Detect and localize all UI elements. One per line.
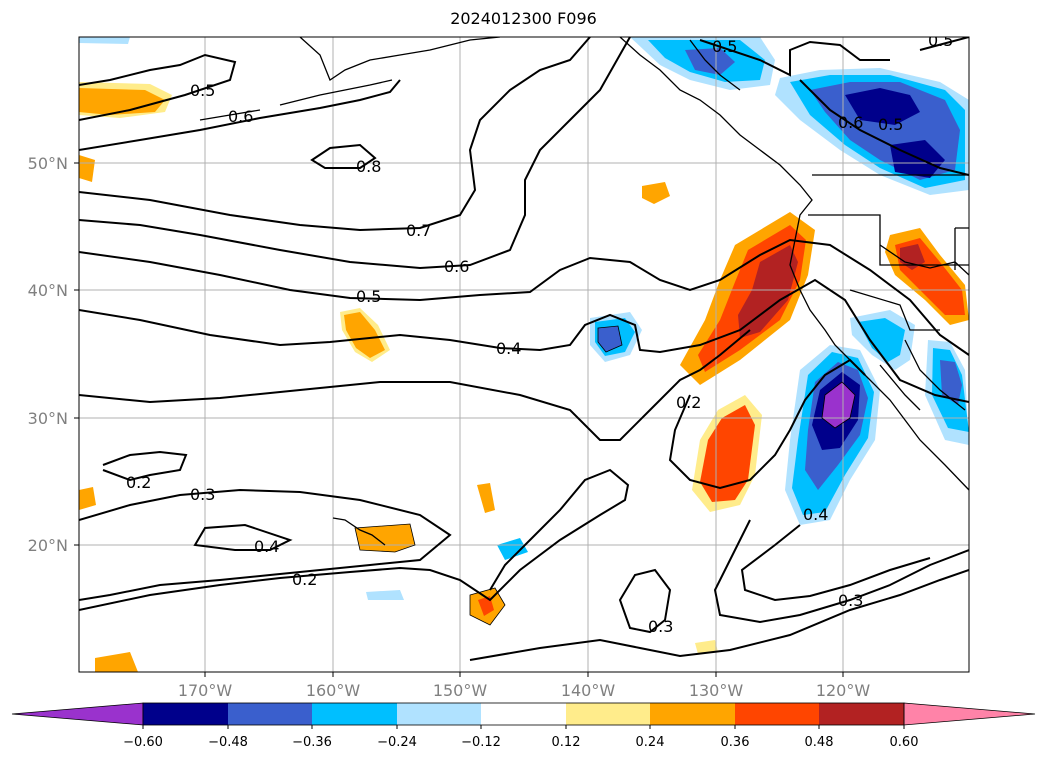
longitude-labels: 170°W 160°W 150°W 140°W 130°W 120°W <box>178 681 871 700</box>
contour-label: 0.5 <box>190 81 215 100</box>
contour-label: 0.3 <box>838 591 863 610</box>
shading-outlines <box>354 325 856 626</box>
colorbar: −0.60 −0.48 −0.36 −0.24 −0.12 0.12 0.24 … <box>11 702 1036 750</box>
latitude-label: 20°N <box>28 536 68 555</box>
contour-label: 0.6 <box>444 257 469 276</box>
positive-anomaly-shading <box>700 405 755 502</box>
colorbar-tick-label: −0.12 <box>461 735 501 750</box>
colorbar-tick-label: 0.24 <box>636 735 665 750</box>
colorbar-frame <box>142 702 905 726</box>
longitude-label: 140°W <box>561 681 616 700</box>
map-panel: 0.5 0.6 0.8 0.7 0.6 0.5 0.4 0.2 0.2 0.3 … <box>79 31 969 672</box>
latitude-labels: 50°N 40°N 30°N 20°N <box>28 154 68 555</box>
positive-anomaly-shading <box>642 182 670 204</box>
positive-anomaly-shading <box>477 483 495 513</box>
colorbar-bin <box>566 703 650 725</box>
contour-label: 0.7 <box>406 221 431 240</box>
contour-label: 0.5 <box>878 115 903 134</box>
longitude-label: 120°W <box>816 681 871 700</box>
contour-label: 0.4 <box>496 339 521 358</box>
positive-anomaly-shading <box>79 88 165 115</box>
latitude-label: 40°N <box>28 281 68 300</box>
positive-anomaly-shading <box>79 487 96 510</box>
map-title: 2024012300 F096 <box>450 9 597 28</box>
contour-label: 0.2 <box>126 473 151 492</box>
negative-anomaly-shading <box>497 538 528 560</box>
positive-anomaly-shading <box>79 155 95 182</box>
colorbar-bin <box>819 703 904 725</box>
negative-anomaly-shading <box>858 318 905 362</box>
colorbar-tick-label: −0.36 <box>292 735 332 750</box>
colorbar-bin <box>650 703 735 725</box>
graticule <box>79 37 969 672</box>
positive-anomaly-shading <box>695 640 718 654</box>
map-frame <box>78 36 970 673</box>
contour-label: 0.6 <box>838 113 863 132</box>
longitude-label: 170°W <box>178 681 233 700</box>
contour-label: 0.8 <box>356 157 381 176</box>
colorbar-bin <box>735 703 819 725</box>
colorbar-tick-label: 0.36 <box>721 735 750 750</box>
contour-label: 0.3 <box>190 485 215 504</box>
colorbar-bin <box>481 703 566 725</box>
contour-label: 0.5 <box>712 37 737 56</box>
colorbar-tick-label: −0.24 <box>377 735 417 750</box>
negative-anomaly-shading <box>685 48 735 75</box>
colorbar-bin <box>228 703 312 725</box>
longitude-label: 150°W <box>433 681 488 700</box>
positive-anomaly-shading <box>95 652 138 672</box>
axis-ticks <box>74 162 844 677</box>
negative-anomaly-shading <box>890 140 945 178</box>
longitude-label: 130°W <box>689 681 744 700</box>
colorbar-bin <box>312 703 397 725</box>
colorbar-tick-label: −0.48 <box>208 735 248 750</box>
colorbar-tick-label: 0.48 <box>805 735 834 750</box>
colorbar-extend-min <box>11 702 144 726</box>
colorbar-bin <box>397 703 481 725</box>
negative-anomaly-shading <box>822 382 855 428</box>
shaded-fields <box>79 37 969 672</box>
contour-label: 0.2 <box>292 570 317 589</box>
colorbar-tick-label: −0.60 <box>123 735 163 750</box>
contour-label: 0.5 <box>356 287 381 306</box>
latitude-label: 50°N <box>28 154 68 173</box>
colorbar-ticks <box>142 725 905 729</box>
latitude-label: 30°N <box>28 409 68 428</box>
colorbar-tick-label: 0.60 <box>890 735 919 750</box>
longitude-label: 160°W <box>306 681 361 700</box>
contour-label: 0.5 <box>928 31 953 50</box>
contour-label: 0.3 <box>648 617 673 636</box>
colorbar-bin <box>143 703 228 725</box>
contour-label: 0.2 <box>676 393 701 412</box>
negative-anomaly-shading <box>79 37 130 44</box>
negative-anomaly-shading <box>845 88 920 125</box>
positive-anomaly-shading <box>344 312 385 358</box>
contour-label: 0.4 <box>803 505 828 524</box>
positive-anomaly-shading <box>738 245 798 338</box>
negative-anomaly-shading <box>598 326 622 352</box>
contour-label: 0.4 <box>254 537 279 556</box>
contour-labels: 0.5 0.6 0.8 0.7 0.6 0.5 0.4 0.2 0.2 0.3 … <box>126 31 953 636</box>
positive-anomaly-shading <box>900 244 925 270</box>
contour-lines <box>79 37 969 661</box>
negative-anomaly-shading <box>366 590 404 600</box>
colorbar-tick-label: 0.12 <box>552 735 581 750</box>
colorbar-extend-max <box>903 702 1036 726</box>
contour-label: 0.6 <box>228 107 253 126</box>
